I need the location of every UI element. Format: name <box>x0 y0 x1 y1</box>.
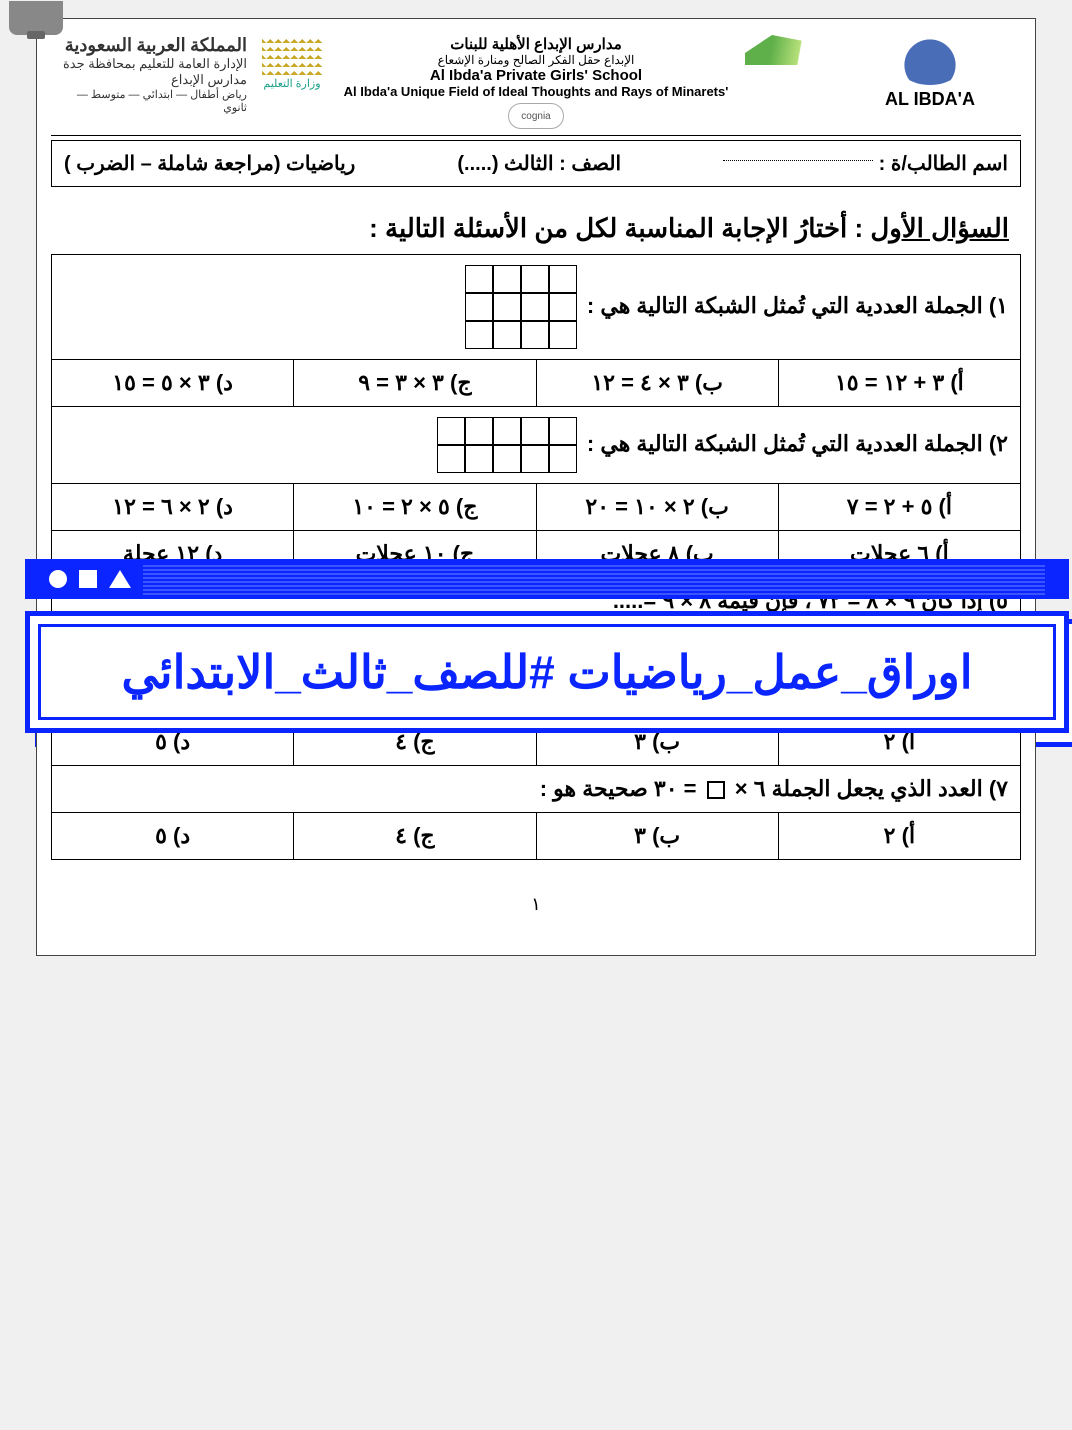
admin-line-2: مدارس الإبداع <box>57 72 247 88</box>
binder-clip <box>9 1 63 35</box>
admin-line-1: الإدارة العامة للتعليم بمحافظة جدة <box>57 56 247 72</box>
cognia-badge: cognia <box>508 103 564 129</box>
header: AL IBDA'A مدارس الإبداع الأهلية للبنات ا… <box>51 31 1021 136</box>
grid-figure <box>437 417 577 473</box>
moe-label: وزارة التعليم <box>247 77 337 90</box>
school-motto-ar: الإبداع حقل الفكر الصالح ومنارة الإشعاع <box>337 53 735 67</box>
answer-option: أ) ٢ <box>778 813 1020 860</box>
question-text: ٧) العدد الذي يجعل الجملة ٦ × = ٣٠ صحيحة… <box>52 766 1021 813</box>
office-logo <box>745 35 835 65</box>
answer-option: ب) ٣ × ٤ = ١٢ <box>536 360 778 407</box>
school-name-en: Al Ibda'a Private Girls' School <box>337 67 735 84</box>
overlay-banner: اوراق_عمل_رياضيات #للصف_ثالث_الابتدائي <box>25 559 1069 733</box>
answer-option: ج) ٥ × ٢ = ١٠ <box>294 484 536 531</box>
grid-figure <box>465 265 577 349</box>
school-logo <box>895 35 965 85</box>
admin-line-3: رياض أطفال — ابتدائي — متوسط — ثانوي <box>57 88 247 114</box>
question-text: ٢) الجملة العددية التي تُمثل الشبكة التا… <box>52 407 1021 484</box>
school-latin-name: AL IBDA'A <box>845 89 1015 110</box>
square-icon <box>79 570 97 588</box>
grade-label: الصف : الثالث (.....) <box>457 151 621 176</box>
banner-lines <box>143 563 1045 595</box>
question-title: السؤال الأول : أختارُ الإجابة المناسبة ل… <box>63 213 1009 244</box>
questions-table: ١) الجملة العددية التي تُمثل الشبكة التا… <box>51 254 1021 860</box>
answer-option: د) ٢ × ٦ = ١٢ <box>52 484 294 531</box>
banner-text: اوراق_عمل_رياضيات #للصف_ثالث_الابتدائي <box>38 624 1056 720</box>
circle-icon <box>49 570 67 588</box>
answer-option: د) ٥ <box>52 813 294 860</box>
student-name-label: اسم الطالب/ة : <box>879 153 1008 175</box>
school-motto-en: Al Ibda'a Unique Field of Ideal Thoughts… <box>337 84 735 99</box>
page-number: ١ <box>51 894 1021 915</box>
worksheet-page: AL IBDA'A مدارس الإبداع الأهلية للبنات ا… <box>36 18 1036 956</box>
banner-topbar <box>25 559 1069 599</box>
answer-option: ج) ٣ × ٣ = ٩ <box>294 360 536 407</box>
name-blank <box>723 160 873 161</box>
answer-option: ب) ٣ <box>536 813 778 860</box>
moe-logo <box>262 35 322 75</box>
ksa-title: المملكة العربية السعودية <box>57 35 247 56</box>
banner-frame: اوراق_عمل_رياضيات #للصف_ثالث_الابتدائي <box>25 611 1069 733</box>
answer-option: ج) ٤ <box>294 813 536 860</box>
info-row: اسم الطالب/ة : الصف : الثالث (.....) ريا… <box>51 140 1021 187</box>
subject-label: رياضيات (مراجعة شاملة – الضرب ) <box>64 151 355 176</box>
question-text: ١) الجملة العددية التي تُمثل الشبكة التا… <box>52 255 1021 360</box>
triangle-icon <box>109 570 131 588</box>
answer-option: د) ٣ × ٥ = ١٥ <box>52 360 294 407</box>
school-name-ar: مدارس الإبداع الأهلية للبنات <box>337 35 735 53</box>
answer-option: ب) ٢ × ١٠ = ٢٠ <box>536 484 778 531</box>
answer-option: أ) ٥ + ٢ = ٧ <box>778 484 1020 531</box>
answer-option: أ) ٣ + ١٢ = ١٥ <box>778 360 1020 407</box>
